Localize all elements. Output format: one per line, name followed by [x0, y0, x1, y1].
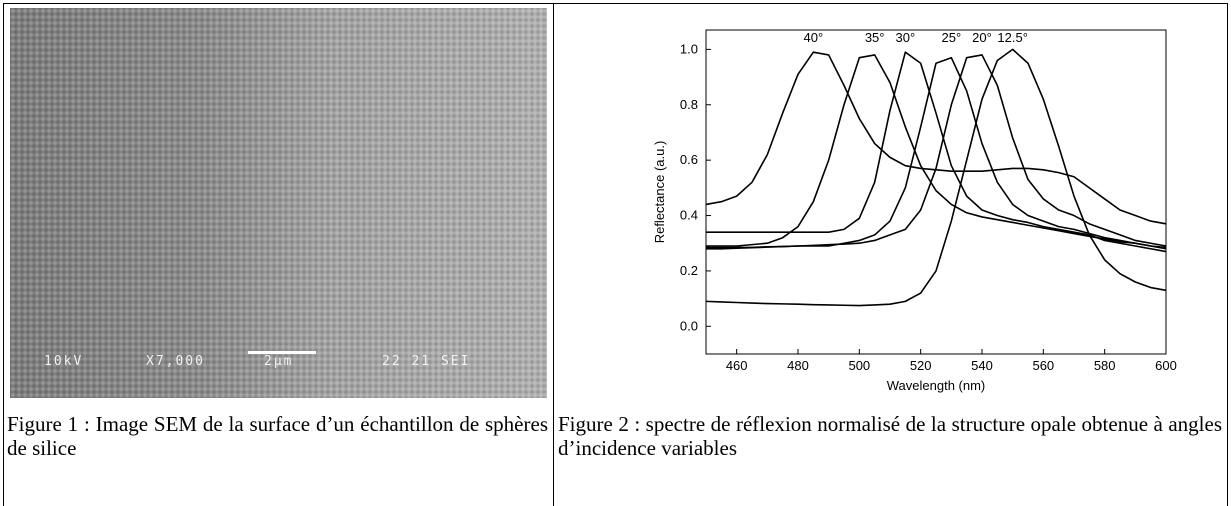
sem-image: 10kV X7,000 2μm 22 21 SEI	[10, 8, 547, 398]
image-label: X7,000	[146, 354, 205, 369]
image-label: 22 21 SEI	[382, 354, 470, 369]
x-tick-label: 600	[1155, 358, 1177, 373]
series-label: 25°	[941, 30, 961, 45]
y-tick-label: 0.4	[680, 208, 698, 223]
y-tick-label: 1.0	[680, 41, 698, 56]
texture	[10, 8, 547, 398]
line-series	[706, 55, 1166, 249]
series-label: 12.5°	[997, 30, 1028, 45]
line-series	[706, 58, 1166, 249]
x-tick-label: 480	[787, 358, 809, 373]
border-left	[3, 3, 4, 506]
line-series	[706, 52, 1166, 251]
line-series	[706, 49, 1166, 305]
y-tick-label: 0.8	[680, 97, 698, 112]
x-tick-label: 460	[726, 358, 748, 373]
x-tick-label: 560	[1032, 358, 1054, 373]
image-label: 2μm	[264, 354, 293, 369]
y-tick-label: 0.6	[680, 152, 698, 167]
page: {"figure1": {"image_labels": ["10kV", "X…	[0, 0, 1231, 506]
line-series	[706, 52, 1166, 224]
caption: Figure 1 : Image SEM de la surface d’un …	[7, 412, 548, 460]
series-label: 40°	[803, 30, 823, 45]
y-tick-label: 0.0	[680, 318, 698, 333]
x-tick-label: 500	[848, 358, 870, 373]
image-label: 10kV	[44, 354, 83, 369]
y-tick-label: 0.2	[680, 263, 698, 278]
border-right	[1227, 3, 1228, 506]
x-tick-label: 580	[1094, 358, 1116, 373]
x-tick-label: 520	[910, 358, 932, 373]
line-series	[706, 55, 1166, 247]
plot-frame	[706, 30, 1166, 354]
cell-divider	[553, 3, 554, 506]
caption: Figure 2 : spectre de réflexion normalis…	[558, 412, 1222, 460]
chart: 460 480 500 520 540 560 580 600 0.0 0.2 0.4 0.6 0.8 1…	[560, 0, 1225, 405]
y-axis-label: Reflectance (a.u.)	[652, 141, 667, 244]
x-tick-label: 540	[971, 358, 993, 373]
series-label: 35°	[865, 30, 885, 45]
x-axis-label: Wavelength (nm)	[887, 378, 986, 393]
series-label: 30°	[895, 30, 915, 45]
series-label: 20°	[972, 30, 992, 45]
